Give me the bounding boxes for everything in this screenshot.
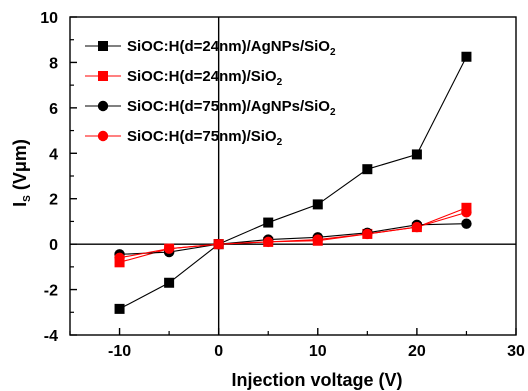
data-point-series-1 — [263, 217, 274, 228]
legend-marker-3 — [97, 100, 109, 112]
y-tick-label: 2 — [49, 192, 58, 209]
x-tick-labels: -10 0 10 20 30 — [108, 343, 525, 360]
legend-marker-1 — [98, 41, 108, 51]
data-point-series-4 — [312, 234, 323, 245]
legend-label-4: SiOC:H(d=75nm)/SiO2 — [127, 128, 283, 148]
legend-item-4: SiOC:H(d=75nm)/SiO2 — [85, 128, 283, 148]
x-tick-label: 30 — [507, 343, 525, 360]
data-point-series-4 — [213, 238, 224, 250]
y-tick-label: 10 — [40, 10, 58, 27]
y-tick-label: 8 — [49, 55, 58, 72]
x-tick-label: 20 — [408, 343, 426, 360]
y-tick-label: -4 — [44, 328, 58, 345]
legend-item-2: SiOC:H(d=24nm)/SiO2 — [85, 68, 283, 88]
legend-marker-2 — [98, 71, 108, 81]
legend: SiOC:H(d=24nm)/AgNPs/SiO2 SiOC:H(d=24nm)… — [85, 38, 336, 148]
legend-item-3: SiOC:H(d=75nm)/AgNPs/SiO2 — [85, 98, 336, 118]
x-tick-label: 10 — [309, 343, 327, 360]
y-tick-label: 4 — [49, 146, 58, 163]
x-tick-label: 0 — [214, 343, 223, 360]
data-point-series-1 — [312, 199, 323, 210]
data-point-series-4 — [114, 252, 125, 263]
y-axis-title-subscript: S — [22, 195, 33, 202]
y-tick-label: 0 — [49, 237, 58, 254]
legend-marker-4 — [97, 130, 109, 142]
data-point-series-1 — [114, 303, 125, 314]
y-tick-labels: -4 -2 0 2 4 6 8 10 — [40, 10, 58, 345]
data-point-series-4 — [163, 243, 175, 254]
data-point-series-4 — [411, 221, 423, 233]
data-point-series-4 — [461, 207, 472, 218]
data-point-series-1 — [362, 164, 373, 175]
data-point-series-4 — [263, 236, 274, 248]
series-markers — [114, 51, 472, 314]
y-ticks — [70, 16, 77, 336]
data-point-series-3 — [461, 218, 472, 229]
y-axis-title-unit: (Vμm) — [10, 139, 30, 195]
series-line-4 — [119, 211, 467, 259]
legend-label-1: SiOC:H(d=24nm)/AgNPs/SiO2 — [127, 38, 336, 58]
series-lines — [119, 56, 467, 310]
series-line-3 — [119, 223, 467, 255]
legend-item-1: SiOC:H(d=24nm)/AgNPs/SiO2 — [85, 38, 336, 58]
legend-label-2: SiOC:H(d=24nm)/SiO2 — [127, 68, 283, 88]
plot-frame — [69, 16, 517, 336]
series-line-1 — [119, 56, 467, 310]
x-tick-label: -10 — [108, 343, 131, 360]
y-axis-title-main: I — [10, 202, 30, 207]
data-point-series-1 — [411, 149, 422, 160]
data-point-series-1 — [461, 51, 472, 62]
y-tick-label: -2 — [44, 283, 58, 300]
legend-label-3: SiOC:H(d=75nm)/AgNPs/SiO2 — [127, 98, 336, 118]
data-point-series-1 — [164, 277, 175, 288]
data-point-series-4 — [362, 228, 373, 240]
y-axis-title: IS (Vμm) — [10, 139, 33, 207]
x-axis-title: Injection voltage (V) — [231, 370, 402, 390]
x-ticks — [69, 328, 517, 335]
y-tick-label: 6 — [49, 101, 58, 118]
